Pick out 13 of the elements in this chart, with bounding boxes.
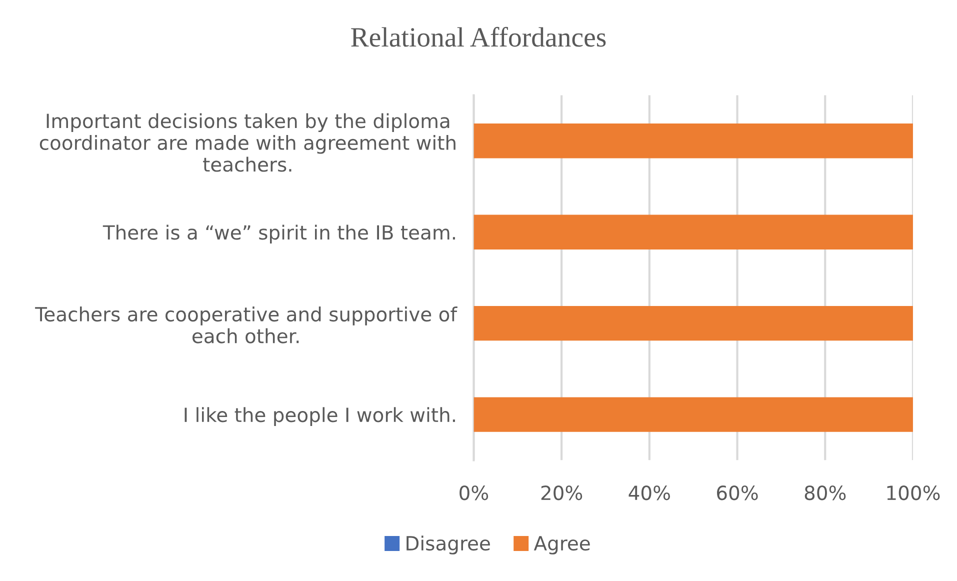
y-tick-label: There is a “we” spirit in the IB team. bbox=[102, 224, 455, 244]
x-tick-label: 80% bbox=[804, 485, 846, 500]
legend-label: Agree bbox=[534, 536, 590, 554]
x-tick-label: 60% bbox=[717, 485, 758, 500]
x-tick-label: 20% bbox=[541, 485, 582, 500]
y-tick-label: I like the people I work with. bbox=[184, 407, 455, 426]
x-tick-label: 0% bbox=[460, 485, 488, 500]
x-tick-label: 100% bbox=[887, 485, 940, 500]
chart-title: Relational Affordances bbox=[351, 26, 606, 47]
legend-label: Disagree bbox=[406, 536, 490, 554]
y-tick-label: Teachers are cooperative and supportive of each other. bbox=[35, 306, 458, 344]
y-tick-label: Important decisions taken by the diploma coordinator are made with agreement with teachers. bbox=[40, 113, 456, 172]
x-tick-label: 40% bbox=[628, 485, 670, 500]
